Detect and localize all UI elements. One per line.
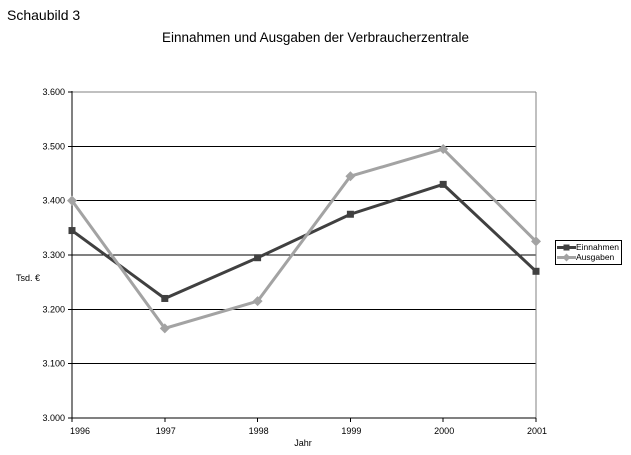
legend-item-ausgaben: Ausgaben: [557, 252, 620, 262]
x-tick-label: 2001: [527, 426, 547, 436]
x-tick-label: 1996: [70, 426, 90, 436]
series-line-ausgaben: [70, 147, 538, 331]
data-point-square-marker: [161, 294, 169, 302]
ausgaben-line-diamond-marker-icon: [557, 253, 576, 261]
data-point-square-marker: [532, 267, 540, 275]
data-point-diamond-marker: [438, 144, 449, 155]
data-point-diamond-marker: [67, 195, 77, 206]
legend: Einnahmen Ausgaben: [555, 240, 622, 265]
series-line-einnahmen: [71, 182, 538, 301]
chart-title: Einnahmen und Ausgaben der Verbraucherze…: [162, 30, 469, 45]
data-point-diamond-marker: [345, 171, 356, 182]
y-tick-label: 3.200: [42, 304, 65, 314]
x-tick-label: 1999: [341, 426, 361, 436]
einnahmen-line-square-marker-icon: [557, 244, 576, 250]
y-tick-label: 3.500: [42, 141, 65, 151]
legend-label-ausgaben: Ausgaben: [576, 252, 615, 262]
data-point-square-marker: [68, 227, 76, 235]
x-tick-label: 2000: [434, 426, 454, 436]
y-tick-label: 3.300: [42, 250, 65, 260]
y-tick-label: 3.600: [42, 87, 65, 97]
data-point-diamond-marker: [531, 236, 541, 247]
data-point-square-marker: [254, 254, 262, 262]
y-axis-title: Tsd. €: [16, 273, 41, 283]
x-tick-label: 1997: [156, 426, 176, 436]
data-point-diamond-marker: [252, 296, 263, 307]
y-tick-label: 3.000: [42, 413, 65, 423]
y-tick-label: 3.100: [42, 359, 65, 369]
legend-item-einnahmen: Einnahmen: [557, 242, 620, 252]
figure-label: Schaubild 3: [7, 7, 81, 23]
data-point-square-marker: [439, 180, 447, 188]
y-tick-label: 3.400: [42, 196, 65, 206]
data-point-diamond-marker: [159, 323, 170, 334]
data-point-square-marker: [346, 210, 354, 218]
legend-label-einnahmen: Einnahmen: [576, 242, 620, 252]
x-axis-title: Jahr: [294, 438, 312, 448]
x-tick-label: 1998: [249, 426, 269, 436]
